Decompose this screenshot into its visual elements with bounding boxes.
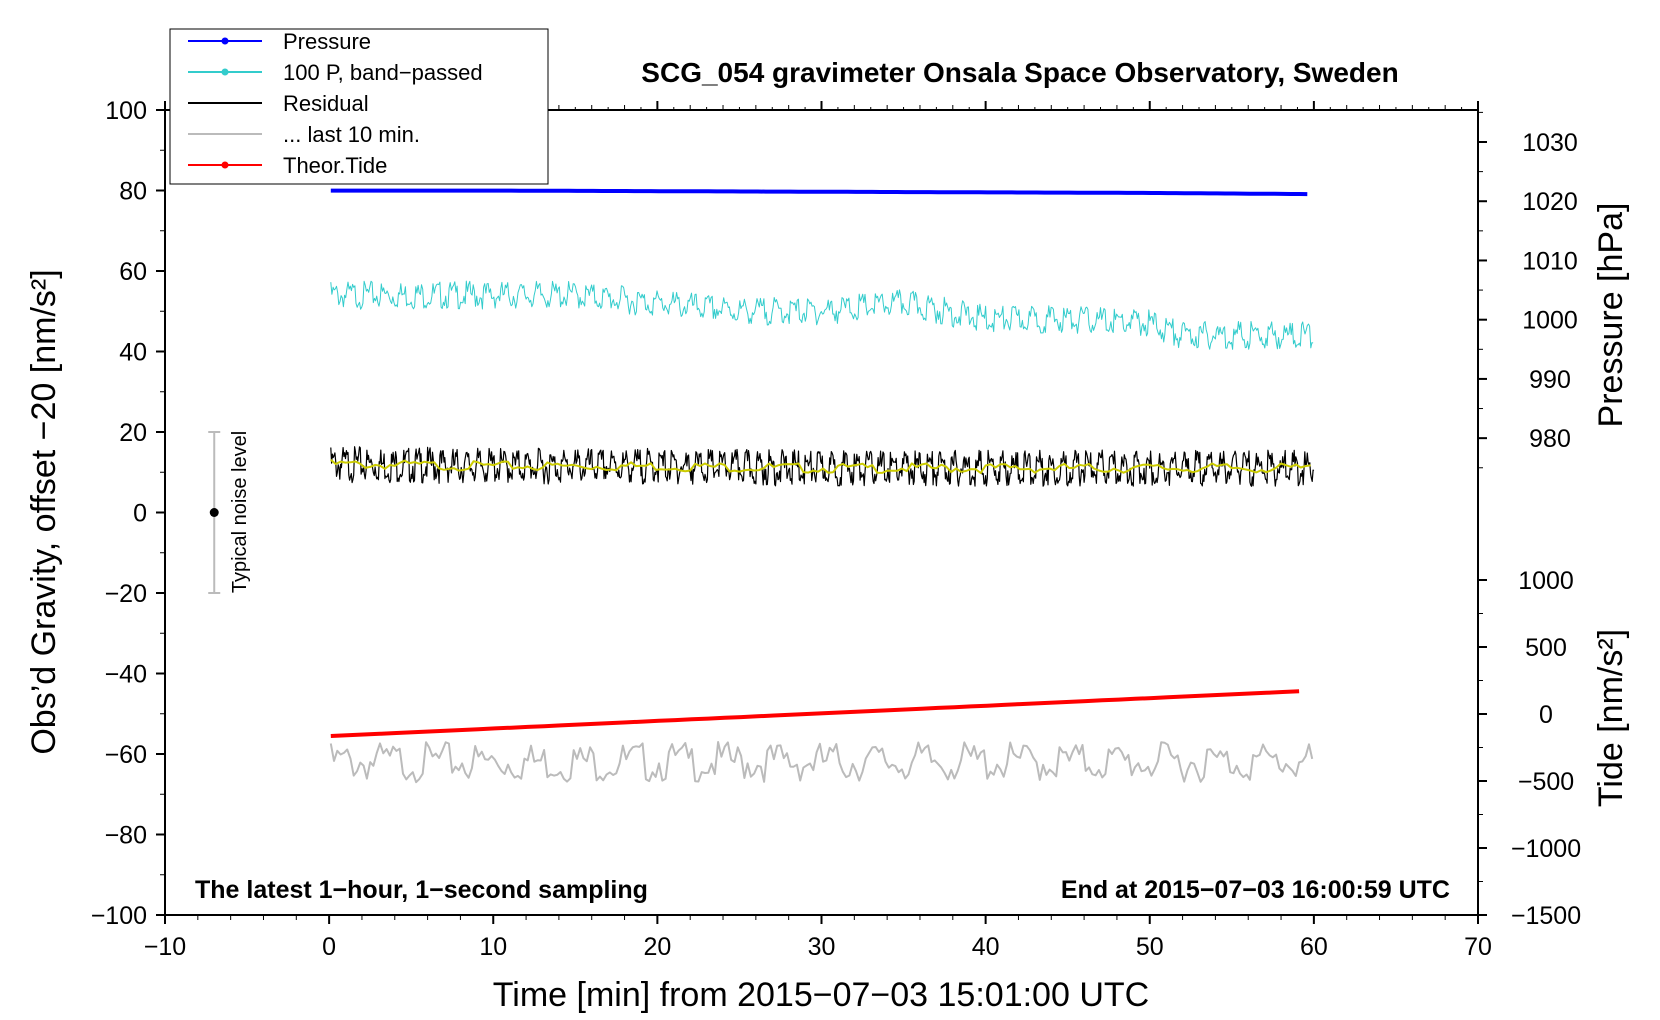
tide-tick-label: −1500 [1511, 902, 1581, 930]
x-tick-label: 0 [322, 933, 336, 961]
residual-line [330, 446, 1315, 487]
legend-label: Pressure [283, 29, 371, 54]
noise-center-dot [209, 508, 219, 517]
y-tick-label: 40 [119, 339, 147, 367]
legend-label: Theor.Tide [283, 153, 387, 178]
x-axis-label: Time [min] from 2015−07−03 15:01:00 UTC [493, 976, 1149, 1014]
y-tick-label: 20 [119, 419, 147, 447]
pressure-tick-label: 980 [1529, 425, 1571, 453]
y-axis-left-label: Obs’d Gravity, offset −20 [nm/s²] [25, 269, 63, 754]
noise-level-indicator [208, 431, 221, 594]
y-tick-label: 0 [133, 500, 147, 528]
pressure-tick-label: 1000 [1522, 307, 1578, 335]
tide-tick-label: 0 [1539, 701, 1553, 729]
pressure-tick-label: 1030 [1522, 129, 1578, 157]
legend-label: ... last 10 min. [283, 122, 420, 147]
tide-axis-label: Tide [nm/s²] [1592, 629, 1630, 807]
x-tick-label: 10 [479, 933, 507, 961]
legend: Pressure 100 P, band−passed Residual ... la… [169, 28, 549, 185]
x-tick-label: 40 [972, 933, 1000, 961]
legend-label: Residual [283, 91, 369, 116]
pressure-tick-label: 990 [1529, 366, 1571, 394]
legend-box [169, 28, 549, 185]
y-tick-label: −60 [105, 741, 147, 769]
sampling-annotation: The latest 1−hour, 1−second sampling [195, 876, 648, 904]
y-tick-label: 100 [105, 97, 147, 125]
tide-tick-label: −1000 [1511, 835, 1581, 863]
plot-frame [164, 109, 1479, 916]
y-tick-label: 80 [119, 178, 147, 206]
axis-ticks: −10 0 10 20 30 40 50 60 70100806040200−20−40−60−… [91, 97, 1581, 961]
x-tick-label: −10 [144, 933, 186, 961]
series-layer [329, 188, 1315, 784]
tide-tick-label: 500 [1525, 634, 1567, 662]
pressure-tick-label: 1020 [1522, 188, 1578, 216]
legend-label: 100 P, band−passed [283, 60, 483, 85]
y-tick-label: 60 [119, 258, 147, 286]
pressure-axis-label: Pressure [hPa] [1592, 203, 1630, 428]
legend-marker [221, 161, 229, 169]
y-tick-label: −40 [105, 661, 147, 689]
legend-marker [221, 37, 229, 45]
legend-marker [221, 68, 229, 76]
y-tick-label: −100 [91, 902, 147, 930]
residual-smoothed-line [330, 459, 1311, 474]
x-tick-label: 30 [808, 933, 836, 961]
pressure-tick-label: 1010 [1522, 247, 1578, 275]
end-time-annotation: End at 2015−07−03 16:00:59 UTC [1061, 876, 1450, 904]
tide-tick-label: 1000 [1518, 567, 1574, 595]
x-tick-label: 70 [1464, 933, 1492, 961]
x-tick-label: 50 [1136, 933, 1164, 961]
x-tick-label: 60 [1300, 933, 1328, 961]
pressure-line [330, 188, 1308, 197]
y-tick-label: −80 [105, 822, 147, 850]
x-tick-label: 20 [643, 933, 671, 961]
band-passed-pressure-line [330, 280, 1314, 350]
y-tick-label: −20 [105, 580, 147, 608]
noise-level-label: Typical noise level [229, 431, 251, 593]
tide-tick-label: −500 [1518, 768, 1574, 796]
theoretical-tide-line [330, 689, 1300, 738]
last-10-min-line [329, 741, 1314, 784]
chart-title: SCG_054 gravimeter Onsala Space Observat… [641, 57, 1398, 88]
